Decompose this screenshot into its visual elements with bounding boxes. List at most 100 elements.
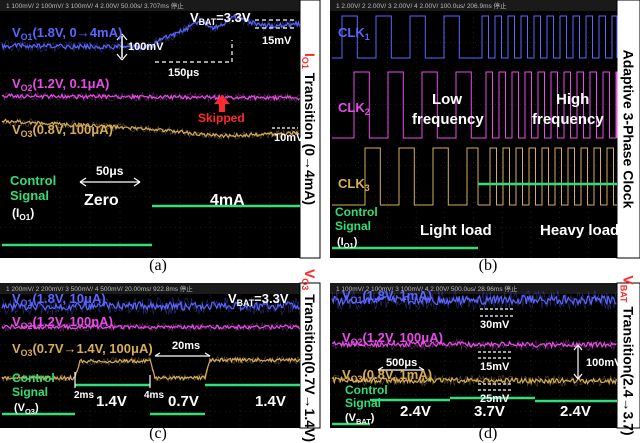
label: 1.4V xyxy=(96,393,127,410)
label-subscript: O1 xyxy=(19,213,30,222)
label-subscript: O1 xyxy=(21,298,33,308)
label-text: Zero xyxy=(84,192,119,209)
label-subscript: BAT xyxy=(356,417,371,426)
label-text: 4ms xyxy=(144,390,164,401)
label: 15mV xyxy=(262,35,292,47)
scope-screen xyxy=(330,0,617,258)
label: Signal xyxy=(10,188,49,203)
label-text: V xyxy=(342,288,351,303)
side-label: IO1 Transition (0→4mA) xyxy=(300,53,318,205)
label: High xyxy=(556,91,589,108)
label-subscript: O1 xyxy=(351,295,363,305)
side-label-text: Adaptive 3-Phase Clock xyxy=(621,50,637,209)
label-text: 2ms xyxy=(74,390,94,401)
label-text: V xyxy=(12,122,21,137)
label: 3.7V xyxy=(474,403,505,420)
label-subscript: O2 xyxy=(351,337,363,347)
label-subscript: O3 xyxy=(25,407,35,416)
label: Signal xyxy=(12,385,48,399)
label: Control xyxy=(10,173,56,188)
label-text: Control xyxy=(12,371,55,385)
label: Signal xyxy=(335,219,371,233)
label-text: (V xyxy=(14,402,26,414)
label-rest: ) xyxy=(371,412,375,424)
label-text: V xyxy=(342,367,351,382)
label-text: V xyxy=(12,314,21,329)
label-text: 2.4V xyxy=(560,403,591,420)
label-text: Signal xyxy=(10,188,49,203)
label-rest: (1.8V, 0→4mA) xyxy=(32,25,122,40)
label: 2.4V xyxy=(560,403,591,420)
label: 10mV xyxy=(274,132,304,144)
label: Skipped xyxy=(198,111,245,125)
side-label-subscript: BAT xyxy=(619,285,629,303)
label: Control xyxy=(335,205,378,219)
label-text: 100mV xyxy=(128,41,164,53)
label: 150μs xyxy=(168,67,199,79)
label-subscript: BAT xyxy=(237,298,255,308)
label-text: Light load xyxy=(420,222,492,239)
label-rest: (1.2V, 100μA) xyxy=(362,330,442,345)
label-rest: ) xyxy=(30,206,34,220)
figure: 1 100mV/ 2 100mV/ 3 100mV/ 4 2.00V/ 50.0… xyxy=(0,0,640,443)
label-subscript: 2 xyxy=(365,107,370,117)
label-text: 2.4V xyxy=(400,403,431,420)
label-rest: (0.7V→1.4V, 100μA) xyxy=(32,341,152,356)
label-text: Low xyxy=(432,91,462,108)
label: 100mV xyxy=(128,41,164,53)
label-text: 1.4V xyxy=(96,393,127,410)
label-subscript: 3 xyxy=(365,183,370,193)
label: 4ms xyxy=(144,390,164,401)
label-text: 100mV xyxy=(586,357,622,369)
label-text: Signal xyxy=(12,385,48,399)
label-subscript: O2 xyxy=(21,83,33,93)
label: frequency xyxy=(412,111,484,128)
label: 30mV xyxy=(480,319,510,331)
label-text: Skipped xyxy=(198,111,245,125)
caption: (d) xyxy=(479,425,498,442)
label-text: 15mV xyxy=(262,35,292,47)
label-text: V xyxy=(12,291,21,306)
side-label-subscript: O1 xyxy=(300,57,310,69)
label-text: (I xyxy=(12,206,19,220)
label-text: (V xyxy=(345,412,357,424)
side-label: Adaptive 3-Phase Clock xyxy=(621,50,637,209)
label: 2.4V xyxy=(400,403,431,420)
label: Signal xyxy=(345,396,381,410)
label: 15mV xyxy=(480,361,510,373)
label-text: frequency xyxy=(412,111,484,128)
label: Control xyxy=(12,371,55,385)
label-text: 3.7V xyxy=(474,403,505,420)
label: 100mV xyxy=(586,357,622,369)
label-text: Heavy load xyxy=(540,222,619,239)
label-rest: (1.2V, 0.1μA) xyxy=(32,76,109,91)
label-text: 10mV xyxy=(274,132,304,144)
label-subscript: O1 xyxy=(21,32,33,42)
label-text: 0.7V xyxy=(168,393,199,410)
label-subscript: BAT xyxy=(199,17,217,27)
label-text: 20ms xyxy=(172,340,200,352)
side-label-rest: Transition(2.4→3.7) xyxy=(621,303,637,436)
label: Control xyxy=(345,383,388,397)
label: 0.7V xyxy=(168,393,199,410)
status-text: 1 2.00V/ 2 2.00V/ 3 2.00V/ 4 2.00V/ 100.… xyxy=(336,1,507,10)
label: Low xyxy=(432,91,462,108)
label-text: High xyxy=(556,91,589,108)
label-text: Signal xyxy=(345,396,381,410)
label-text: 50μs xyxy=(96,164,124,178)
label-text: V xyxy=(12,25,21,40)
label: 1.4V xyxy=(255,393,286,410)
label-rest: (0.8V, 1mA) xyxy=(362,367,432,382)
caption: (c) xyxy=(149,425,167,442)
side-label-rest: Transition (0→4mA) xyxy=(302,69,318,205)
label-text: 30mV xyxy=(480,319,510,331)
label-rest: =3.3V xyxy=(254,291,289,306)
label-text: Control xyxy=(10,173,56,188)
label: frequency xyxy=(532,111,604,128)
label-text: V xyxy=(228,291,237,306)
label-text: 4mA xyxy=(210,192,245,209)
label-rest: (0.8V, 100μA) xyxy=(32,122,112,137)
caption: (a) xyxy=(149,257,167,274)
label: 2ms xyxy=(74,390,94,401)
label-text: Control xyxy=(335,205,378,219)
